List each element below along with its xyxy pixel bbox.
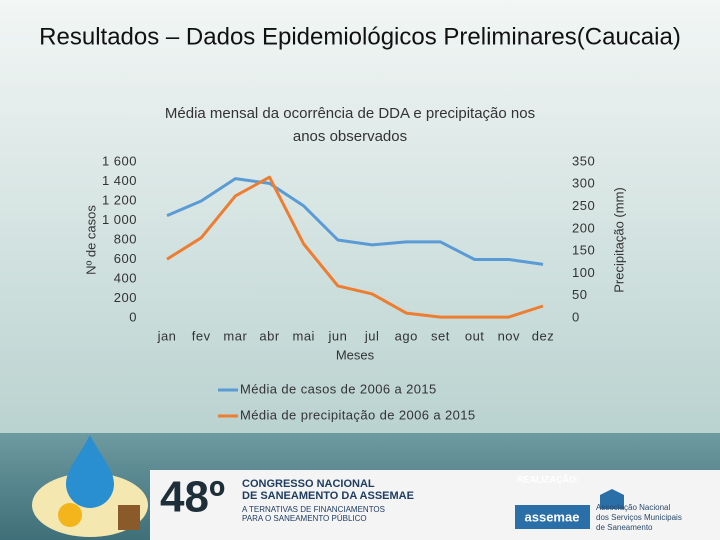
- y-tick-label: 400: [114, 270, 137, 285]
- x-axis-label: Meses: [336, 347, 375, 362]
- y2-tick-label: 150: [572, 243, 595, 258]
- y2-tick-label: 200: [572, 220, 595, 235]
- organizer-label: REALIZAÇÃO:: [517, 474, 579, 484]
- x-tick-label: set: [431, 328, 450, 343]
- y-tick-label: 1 200: [102, 192, 137, 207]
- x-tick-label: nov: [498, 328, 520, 343]
- x-tick-label: mar: [223, 328, 247, 343]
- y-axis-label: Nº de casos: [83, 205, 98, 275]
- y2-tick-label: 250: [572, 198, 595, 213]
- theme-line-1: A TERNATIVAS DE FINANCIAMENTOS: [242, 505, 385, 514]
- x-tick-label: mai: [293, 328, 315, 343]
- organizer-line-1: Associação Nacional: [596, 503, 670, 512]
- y2-tick-label: 300: [572, 176, 595, 191]
- organizer-logo: assemae: [525, 509, 580, 524]
- chart-title-1: Média mensal da ocorrência de DDA e prec…: [165, 105, 535, 122]
- x-tick-label: dez: [532, 328, 554, 343]
- background: [0, 0, 720, 440]
- y-tick-label: 1 400: [102, 173, 137, 188]
- x-tick-label: out: [465, 328, 485, 343]
- chart-title-2: anos observados: [293, 128, 407, 145]
- y-tick-label: 1 600: [102, 153, 137, 168]
- y-tick-label: 200: [114, 290, 137, 305]
- theme-line-2: PARA O SANEAMENTO PÚBLICO: [242, 514, 367, 523]
- y2-tick-label: 50: [572, 287, 587, 302]
- organizer-line-2: dos Serviços Municipais: [596, 513, 682, 522]
- y2-tick-label: 100: [572, 265, 595, 280]
- y2-tick-label: 0: [572, 309, 580, 324]
- y-tick-label: 800: [114, 231, 137, 246]
- x-tick-label: jan: [157, 328, 177, 343]
- y2-tick-label: 350: [572, 153, 595, 168]
- x-tick-label: fev: [192, 328, 211, 343]
- x-tick-label: jul: [364, 328, 380, 343]
- event-line-1: CONGRESSO NACIONAL: [242, 478, 375, 490]
- footer-logos: [32, 435, 720, 540]
- slide-title: Resultados – Dados Epidemiológicos Preli…: [39, 23, 681, 50]
- x-tick-label: ago: [395, 328, 418, 343]
- edition: 48º: [160, 473, 225, 522]
- legend-label: Média de precipitação de 2006 a 2015: [240, 407, 476, 422]
- y-tick-label: 1 000: [102, 212, 137, 227]
- event-line-2: DE SANEAMENTO DA ASSEMAE: [242, 490, 414, 502]
- y-tick-label: 600: [114, 251, 137, 266]
- series-line: [166, 175, 544, 319]
- y2-axis-label: Precipitação (mm): [611, 187, 626, 292]
- x-tick-label: abr: [259, 328, 279, 343]
- organizer-line-3: de Saneamento: [596, 523, 653, 532]
- y-tick-label: 0: [129, 309, 137, 324]
- legend-label: Média de casos de 2006 a 2015: [240, 381, 437, 396]
- series-line: [166, 177, 544, 266]
- x-tick-label: jun: [327, 328, 347, 343]
